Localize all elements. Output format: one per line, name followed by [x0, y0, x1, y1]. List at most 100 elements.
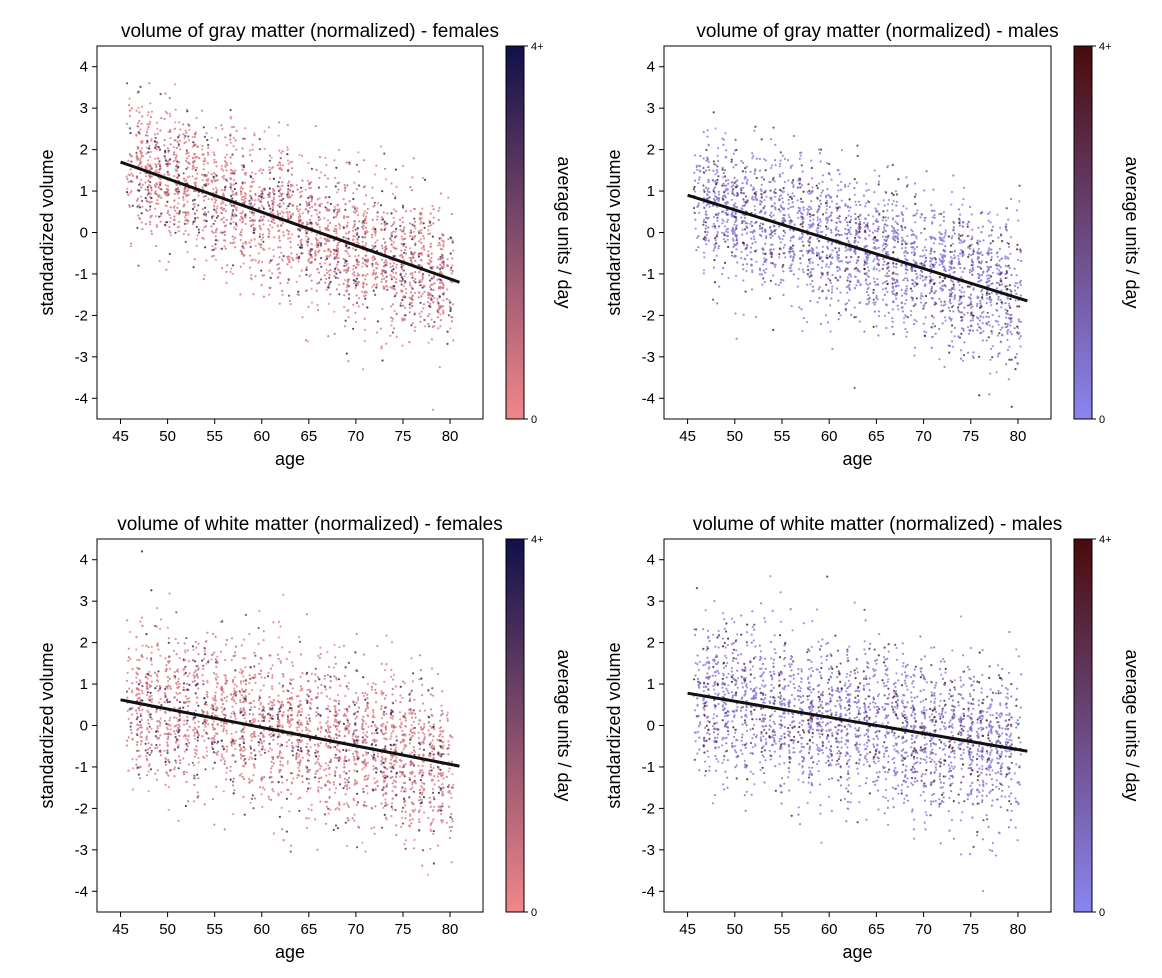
- scatter-point: [316, 268, 319, 271]
- scatter-point: [231, 242, 234, 245]
- y-tick-label: 3: [80, 100, 88, 117]
- scatter-point: [887, 216, 890, 219]
- scatter-point: [429, 302, 432, 305]
- scatter-point: [298, 275, 301, 278]
- scatter-point: [806, 190, 809, 194]
- scatter-point: [787, 159, 790, 162]
- scatter-point: [408, 341, 411, 344]
- scatter-point: [990, 229, 994, 232]
- scatter-point: [364, 263, 367, 266]
- scatter-point: [357, 281, 360, 284]
- scatter-point: [904, 226, 907, 229]
- scatter-point: [903, 277, 907, 280]
- scatter-point: [129, 191, 132, 194]
- scatter-point: [251, 181, 254, 184]
- x-axis-label: age: [275, 449, 305, 469]
- scatter-point: [146, 134, 149, 137]
- scatter-point: [976, 295, 979, 298]
- scatter-point: [702, 184, 705, 187]
- scatter-point: [781, 172, 784, 175]
- scatter-point: [395, 263, 398, 266]
- scatter-point: [411, 176, 414, 179]
- scatter-point: [376, 263, 380, 266]
- scatter-point: [404, 210, 408, 213]
- scatter-point: [214, 258, 217, 261]
- scatter-point: [328, 276, 331, 279]
- scatter-point: [744, 170, 747, 173]
- scatter-point: [229, 241, 232, 245]
- scatter-point: [223, 225, 226, 228]
- scatter-point: [923, 189, 926, 192]
- scatter-point: [904, 292, 908, 295]
- scatter-point: [721, 184, 724, 187]
- scatter-point: [1008, 284, 1012, 287]
- scatter-point: [130, 154, 133, 158]
- scatter-point: [958, 224, 961, 227]
- scatter-point: [740, 188, 743, 192]
- scatter-point: [127, 173, 130, 176]
- scatter-point: [392, 268, 395, 271]
- scatter-point: [981, 225, 985, 228]
- scatter-point: [336, 276, 340, 280]
- scatter-point: [187, 211, 190, 214]
- scatter-point: [354, 208, 357, 211]
- scatter-point: [781, 201, 785, 204]
- scatter-point: [267, 204, 270, 207]
- scatter-point: [402, 245, 405, 248]
- scatter-point: [335, 272, 338, 275]
- scatter-point: [1004, 255, 1007, 258]
- scatter-point: [755, 190, 758, 193]
- scatter-point: [788, 251, 791, 254]
- scatter-point: [722, 182, 725, 185]
- scatter-point: [876, 283, 879, 286]
- scatter-point: [409, 291, 413, 294]
- scatter-point: [873, 258, 876, 261]
- scatter-point: [345, 225, 348, 228]
- scatter-point: [1018, 305, 1021, 308]
- scatter-point: [357, 260, 360, 263]
- scatter-point: [130, 242, 133, 245]
- scatter-point: [864, 246, 867, 249]
- scatter-point: [882, 216, 885, 219]
- scatter-point: [997, 298, 1000, 301]
- scatter-point: [977, 323, 980, 326]
- scatter-point: [336, 244, 339, 247]
- scatter-point: [356, 214, 360, 217]
- scatter-point: [836, 169, 839, 172]
- scatter-point: [891, 163, 894, 167]
- scatter-point: [374, 241, 377, 244]
- scatter-point: [999, 266, 1002, 269]
- scatter-point: [697, 202, 700, 205]
- scatter-point: [165, 204, 168, 208]
- scatter-point: [947, 235, 951, 238]
- scatter-point: [362, 214, 365, 217]
- scatter-point: [254, 199, 257, 202]
- scatter-point: [386, 288, 389, 291]
- scatter-point: [223, 233, 226, 237]
- scatter-point: [405, 287, 408, 291]
- scatter-point: [913, 318, 916, 322]
- scatter-point: [374, 276, 377, 279]
- scatter-point: [985, 261, 988, 264]
- scatter-point: [268, 286, 271, 289]
- scatter-point: [906, 279, 909, 282]
- scatter-point: [714, 227, 717, 230]
- scatter-point: [831, 241, 834, 244]
- scatter-point: [231, 190, 234, 193]
- scatter-point: [760, 273, 764, 276]
- scatter-point: [327, 284, 331, 287]
- scatter-point: [958, 208, 961, 211]
- scatter-point: [390, 243, 393, 246]
- scatter-point: [262, 215, 265, 218]
- scatter-point: [390, 212, 393, 215]
- scatter-point: [337, 241, 340, 244]
- scatter-point: [439, 268, 442, 271]
- scatter-point: [765, 195, 768, 198]
- scatter-point: [961, 253, 964, 256]
- scatter-point: [858, 222, 861, 225]
- scatter-point: [968, 332, 971, 335]
- scatter-point: [278, 237, 281, 240]
- scatter-point: [239, 190, 242, 193]
- scatter-point: [763, 212, 766, 215]
- scatter-point: [392, 223, 395, 226]
